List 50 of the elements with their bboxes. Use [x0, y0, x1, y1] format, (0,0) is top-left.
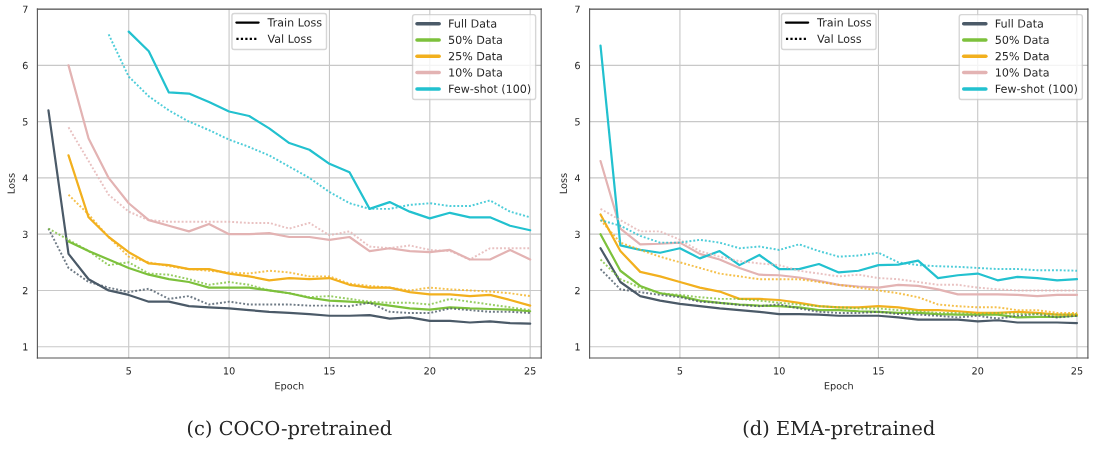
- text: (d) EMA-pretrained: [743, 420, 935, 440]
- line-series: [67, 64, 532, 261]
- y-axis-title: Loss: [7, 173, 15, 194]
- legend-label: Few-shot (100): [995, 84, 1077, 95]
- legend-label: 25% Data: [448, 51, 502, 61]
- line-series: [599, 44, 1079, 282]
- legend-label: 50% Data: [995, 35, 1049, 45]
- x-tick-label: 10: [223, 367, 235, 375]
- y-tick-label: 6: [22, 61, 28, 70]
- y-tick-label: 6: [575, 61, 580, 70]
- y-tick-label: 2: [575, 286, 580, 295]
- legend-label: Full Data: [449, 19, 497, 28]
- line-series: [47, 109, 532, 325]
- legend-label: Few-shot (100): [449, 84, 531, 95]
- x-axis-title: Epoch: [275, 381, 304, 392]
- annotation: Val Loss: [267, 34, 312, 43]
- y-tick-label: 3: [575, 230, 580, 239]
- x-tick-label: 25: [524, 367, 536, 375]
- annotation: Val Loss: [817, 34, 862, 43]
- x-tick-label: 20: [972, 367, 984, 375]
- y-tick-label: 1: [23, 343, 28, 351]
- line-series: [67, 154, 532, 307]
- y-tick-label: 4: [22, 174, 28, 182]
- annotation: Train Loss: [817, 18, 872, 27]
- y-tick-label: 1: [575, 343, 580, 351]
- text: (c) COCO-pretrained: [187, 420, 392, 440]
- y-tick-label: 2: [22, 286, 28, 295]
- legend-label: 25% Data: [995, 51, 1049, 61]
- x-tick-label: 25: [1071, 367, 1083, 375]
- y-tick-label: 7: [22, 5, 28, 13]
- legend-label: 10% Data: [449, 68, 502, 77]
- x-axis-title: Epoch: [824, 381, 853, 392]
- x-tick-label: 15: [324, 367, 335, 375]
- y-tick-label: 5: [575, 118, 580, 126]
- y-tick-label: 7: [575, 5, 580, 13]
- x-tick-label: 5: [126, 367, 131, 375]
- x-tick-label: 10: [774, 367, 785, 375]
- legend-label: 10% Data: [996, 68, 1049, 77]
- x-tick-label: 20: [424, 367, 436, 375]
- line-series: [599, 247, 1079, 325]
- y-tick-label: 4: [574, 174, 581, 182]
- annotation: Train Loss: [267, 18, 322, 27]
- y-axis-title: Loss: [559, 173, 567, 194]
- legend-label: 50% Data: [448, 35, 502, 45]
- x-tick-label: 15: [873, 367, 884, 375]
- y-tick-label: 5: [22, 118, 28, 126]
- legend-label: Full Data: [995, 19, 1043, 28]
- y-tick-label: 3: [22, 230, 28, 239]
- x-tick-label: 5: [677, 367, 683, 375]
- line-series: [599, 159, 1079, 298]
